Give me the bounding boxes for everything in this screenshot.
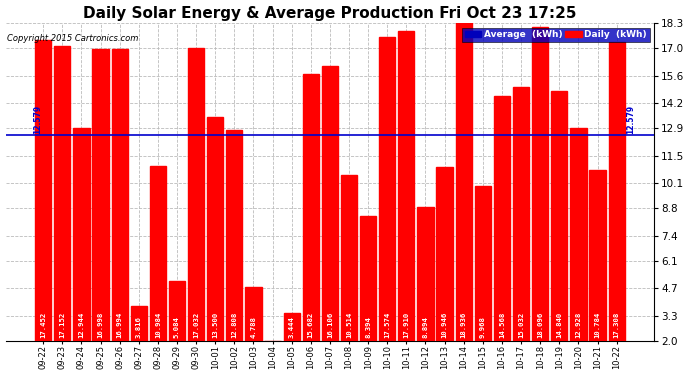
Text: 12.808: 12.808 (231, 312, 237, 338)
Text: 4.788: 4.788 (250, 316, 257, 338)
Text: 10.514: 10.514 (346, 312, 352, 338)
Bar (35, 40, 51, 341)
Bar (207, 117, 224, 341)
Bar (150, 166, 166, 341)
Bar (609, 42, 624, 341)
Bar (169, 281, 185, 341)
Bar (551, 91, 567, 341)
Title: Daily Solar Energy & Average Production Fri Oct 23 17:25: Daily Solar Energy & Average Production … (83, 6, 577, 21)
Text: 8.894: 8.894 (422, 316, 428, 338)
Text: Copyright 2015 Cartronics.com: Copyright 2015 Cartronics.com (7, 34, 138, 43)
Bar (246, 287, 262, 341)
Text: 16.994: 16.994 (117, 312, 123, 338)
Text: 8.394: 8.394 (365, 316, 371, 338)
Text: 10.984: 10.984 (155, 312, 161, 338)
Bar (226, 130, 242, 341)
Bar (341, 175, 357, 341)
Text: 18.936: 18.936 (461, 312, 466, 338)
Bar (322, 66, 338, 341)
Bar (303, 74, 319, 341)
Text: 16.106: 16.106 (327, 312, 333, 338)
Text: 18.096: 18.096 (538, 312, 543, 338)
Bar (532, 27, 549, 341)
Bar (73, 128, 90, 341)
Bar (417, 207, 433, 341)
Text: 17.152: 17.152 (59, 312, 66, 338)
Text: 12.579: 12.579 (627, 105, 635, 134)
Bar (589, 170, 606, 341)
Text: 17.910: 17.910 (404, 312, 409, 338)
Text: 15.032: 15.032 (518, 312, 524, 338)
Text: 10.784: 10.784 (595, 312, 600, 338)
Bar (437, 166, 453, 341)
Text: 10.946: 10.946 (442, 312, 448, 338)
Bar (130, 306, 147, 341)
Bar (494, 96, 510, 341)
Text: 14.568: 14.568 (499, 312, 505, 338)
Text: 3.444: 3.444 (288, 316, 295, 338)
Text: 17.452: 17.452 (40, 312, 46, 338)
Text: 12.928: 12.928 (575, 312, 582, 338)
Text: 16.998: 16.998 (97, 312, 104, 338)
Bar (360, 216, 376, 341)
Legend: Average  (kWh), Daily  (kWh): Average (kWh), Daily (kWh) (462, 28, 650, 42)
Text: 9.968: 9.968 (480, 316, 486, 338)
Text: 15.682: 15.682 (308, 312, 314, 338)
Bar (54, 45, 70, 341)
Bar (92, 48, 108, 341)
Text: 17.308: 17.308 (613, 312, 620, 338)
Bar (455, 11, 472, 341)
Bar (284, 313, 299, 341)
Text: 0.000: 0.000 (270, 316, 275, 338)
Text: 12.579: 12.579 (34, 105, 43, 134)
Text: 5.084: 5.084 (174, 316, 180, 338)
Text: 3.816: 3.816 (136, 316, 141, 338)
Bar (188, 48, 204, 341)
Bar (398, 31, 415, 341)
Bar (570, 128, 586, 341)
Bar (379, 37, 395, 341)
Text: 17.574: 17.574 (384, 312, 391, 338)
Text: 12.944: 12.944 (79, 312, 84, 338)
Text: 17.032: 17.032 (193, 312, 199, 338)
Bar (112, 49, 128, 341)
Text: 13.500: 13.500 (213, 312, 218, 338)
Bar (475, 186, 491, 341)
Text: 14.840: 14.840 (556, 312, 562, 338)
Bar (513, 87, 529, 341)
